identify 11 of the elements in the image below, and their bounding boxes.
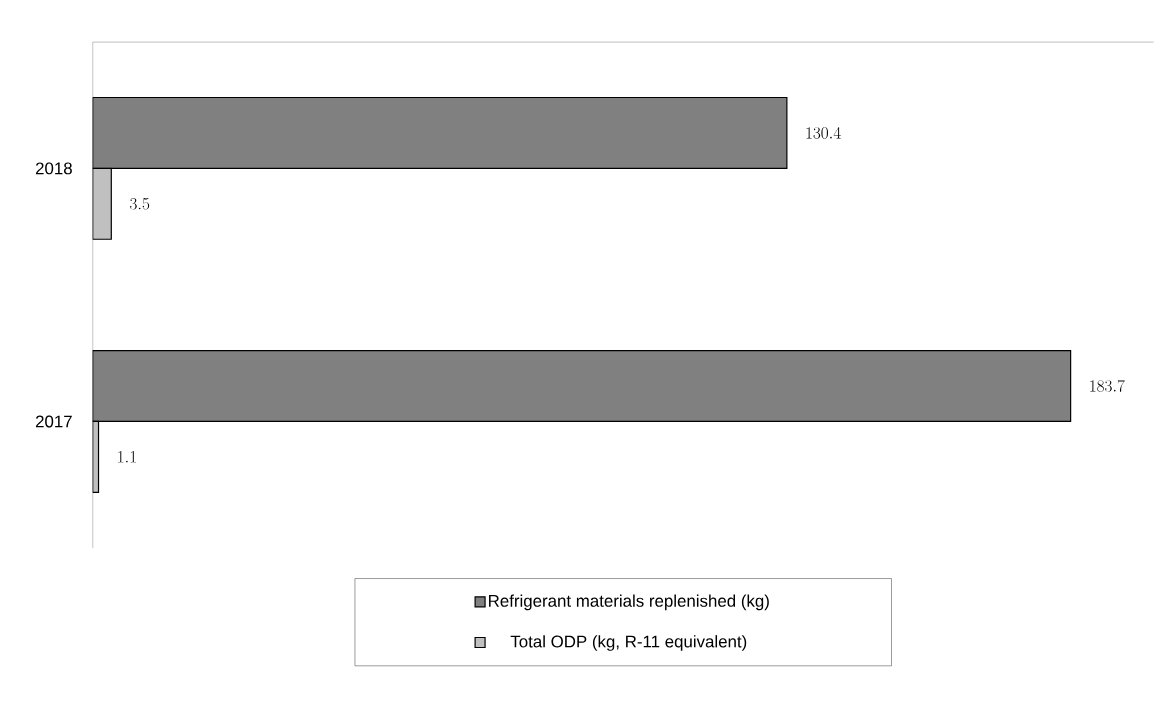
legend-label: Total ODP (kg, R-11 equivalent) — [510, 634, 747, 651]
data-label: 130.4 — [806, 126, 841, 139]
y-tick-label: 2018 — [35, 162, 72, 175]
data-label: 1 . 1 — [118, 450, 136, 463]
data-label: 3.5 — [130, 197, 150, 210]
bar — [92, 96, 788, 169]
data-label: 183.7 — [1090, 379, 1125, 392]
y-tick-label: 2017 — [35, 415, 72, 428]
bar — [92, 167, 112, 240]
legend-label: Refrigerant materials replenished (kg) — [489, 594, 769, 611]
bar — [92, 349, 1072, 422]
